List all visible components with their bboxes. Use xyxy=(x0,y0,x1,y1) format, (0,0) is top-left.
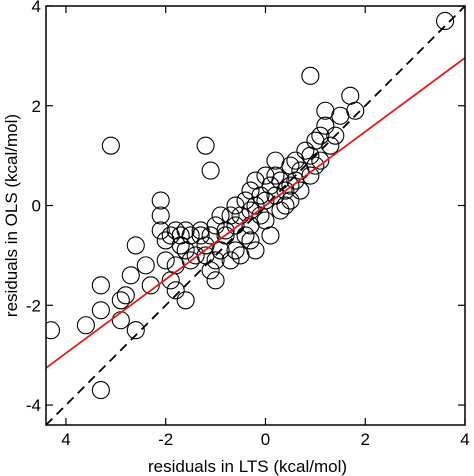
data-point-19 xyxy=(171,236,190,255)
data-point-61 xyxy=(271,201,290,220)
data-point-75 xyxy=(326,126,345,145)
data-point-57 xyxy=(261,176,280,195)
data-point-14 xyxy=(151,206,170,225)
data-layer xyxy=(46,11,455,400)
data-point-91 xyxy=(256,166,275,185)
data-point-22 xyxy=(181,226,200,245)
data-point-94 xyxy=(161,271,180,290)
x-tick-label-2: 0 xyxy=(261,430,270,449)
data-point-20 xyxy=(171,226,190,245)
data-point-93 xyxy=(301,166,320,185)
x-tick-label-0: 4 xyxy=(61,430,70,449)
data-point-50 xyxy=(241,181,260,200)
data-point-35 xyxy=(201,261,220,280)
axis-ticks: 4 -2 0 2 4 -4 -2 0 2 4 xyxy=(26,0,470,449)
y-tick-label-4: 4 xyxy=(32,0,41,16)
data-point-70 xyxy=(301,66,320,85)
y-tick-label-2: 0 xyxy=(32,197,41,216)
data-point-56 xyxy=(256,211,275,230)
data-point-51 xyxy=(246,196,265,215)
data-point-90 xyxy=(246,241,265,260)
data-point-44 xyxy=(231,206,250,225)
data-point-80 xyxy=(186,246,205,265)
data-point-12 xyxy=(136,256,155,275)
data-point-2 xyxy=(91,276,110,295)
data-point-17 xyxy=(161,226,180,245)
data-point-77 xyxy=(341,86,360,105)
y-tick-label-0: -4 xyxy=(26,396,41,415)
data-point-72 xyxy=(311,126,330,145)
reference-lines xyxy=(46,6,465,425)
data-point-54 xyxy=(246,171,265,190)
x-tick-label-3: 2 xyxy=(361,430,370,449)
data-point-25 xyxy=(156,251,175,270)
data-point-30 xyxy=(196,136,215,155)
regression-line xyxy=(46,57,465,369)
data-point-37 xyxy=(206,216,225,235)
data-point-0 xyxy=(46,321,61,340)
data-point-26 xyxy=(166,281,185,300)
data-point-13 xyxy=(151,191,170,210)
data-point-84 xyxy=(241,231,260,250)
data-point-62 xyxy=(276,181,295,200)
data-point-43 xyxy=(226,216,245,235)
data-point-16 xyxy=(156,231,175,250)
data-point-87 xyxy=(291,181,310,200)
data-point-7 xyxy=(116,286,135,305)
plot-frame xyxy=(45,5,466,426)
y-axis-label: residuals in OLS (kcal/mol) xyxy=(2,114,21,317)
data-point-27 xyxy=(176,291,195,310)
data-point-73 xyxy=(316,116,335,135)
data-point-86 xyxy=(276,196,295,215)
data-point-42 xyxy=(226,241,245,260)
data-point-47 xyxy=(231,246,250,265)
data-point-59 xyxy=(266,166,285,185)
identity-line xyxy=(46,6,465,425)
data-point-39 xyxy=(216,226,235,245)
data-point-89 xyxy=(321,136,340,155)
data-point-40 xyxy=(221,206,240,225)
x-axis-label: residuals in LTS (kcal/mol) xyxy=(148,457,347,476)
x-tick-label-4: 4 xyxy=(460,430,469,449)
data-point-76 xyxy=(331,106,350,125)
data-point-6 xyxy=(111,291,130,310)
data-point-15 xyxy=(151,221,170,240)
data-point-29 xyxy=(191,226,210,245)
data-point-99 xyxy=(311,151,330,170)
data-point-36 xyxy=(206,271,225,290)
data-point-48 xyxy=(236,226,255,245)
data-point-98 xyxy=(266,151,285,170)
data-point-45 xyxy=(236,191,255,210)
data-point-66 xyxy=(286,151,305,170)
x-tick-label-1: -2 xyxy=(158,430,173,449)
data-point-5 xyxy=(101,136,120,155)
data-point-41 xyxy=(221,251,240,270)
data-point-1 xyxy=(76,316,95,335)
data-point-88 xyxy=(306,156,325,175)
data-point-11 xyxy=(126,236,145,255)
data-point-64 xyxy=(281,176,300,195)
data-point-92 xyxy=(281,191,300,210)
data-point-79 xyxy=(435,11,455,31)
data-point-31 xyxy=(201,161,220,180)
y-tick-label-1: -2 xyxy=(26,296,41,315)
data-point-71 xyxy=(306,131,325,150)
data-point-85 xyxy=(261,226,280,245)
data-point-4 xyxy=(91,381,110,400)
y-tick-label-3: 2 xyxy=(32,97,41,116)
data-point-81 xyxy=(206,251,225,270)
data-point-96 xyxy=(176,241,195,260)
data-point-63 xyxy=(281,156,300,175)
data-point-95 xyxy=(141,276,160,295)
data-point-10 xyxy=(121,266,140,285)
data-point-9 xyxy=(126,321,145,340)
data-point-97 xyxy=(211,206,230,225)
data-point-3 xyxy=(91,301,110,320)
data-point-78 xyxy=(346,101,365,120)
data-point-68 xyxy=(296,141,315,160)
data-point-8 xyxy=(111,311,130,330)
data-point-83 xyxy=(226,196,245,215)
